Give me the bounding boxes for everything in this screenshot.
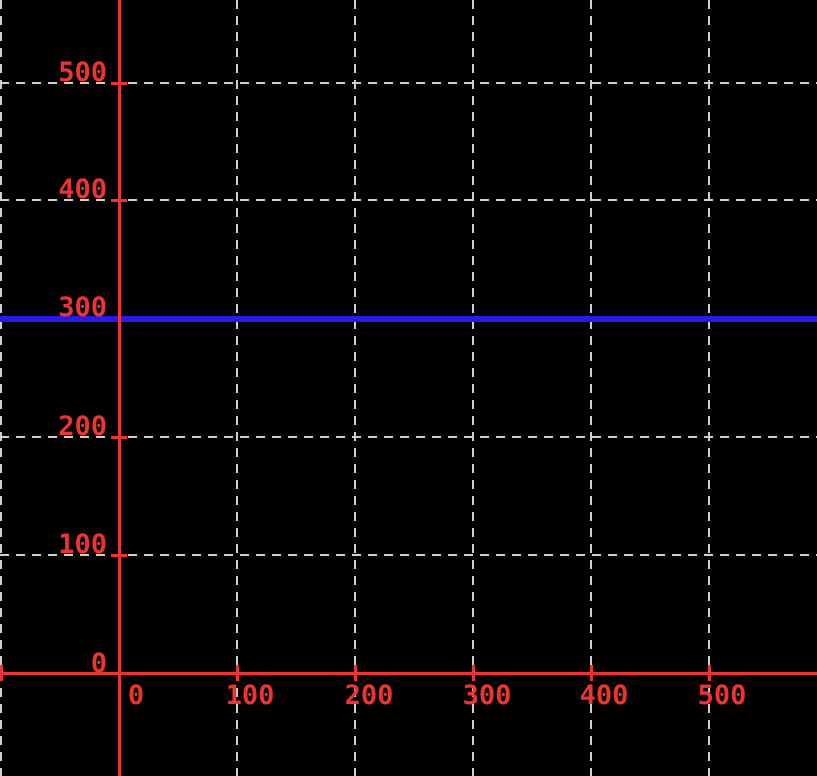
gridline-horizontal-y400 <box>0 199 817 201</box>
gridline-vertical-x100 <box>236 0 238 776</box>
data-line-y300 <box>0 316 817 322</box>
gridline-horizontal-y200 <box>0 436 817 438</box>
gridline-horizontal-y100 <box>0 554 817 556</box>
x-tick-label-500: 500 <box>697 680 747 711</box>
gridline-vertical-x500 <box>708 0 710 776</box>
y-axis-line <box>118 0 121 776</box>
x-tick-label-300: 300 <box>462 680 512 711</box>
y-tick-label-100: 100 <box>58 529 107 560</box>
y-tick-label-400: 400 <box>58 174 107 205</box>
x-tick-label-0: 0 <box>127 680 145 711</box>
y-tick-label-300: 300 <box>58 292 107 323</box>
gridline-vertical-x200 <box>354 0 356 776</box>
gridline-vertical-x-neg100 <box>0 0 2 776</box>
y-tick-label-200: 200 <box>58 411 107 442</box>
x-tick-label-100: 100 <box>225 680 275 711</box>
y-tick-label-0: 0 <box>90 648 107 679</box>
gridline-vertical-x300 <box>472 0 474 776</box>
x-axis-line <box>0 672 817 675</box>
gridline-horizontal-y500 <box>0 82 817 84</box>
x-tick-label-400: 400 <box>579 680 629 711</box>
x-tick-label-200: 200 <box>344 680 394 711</box>
y-tick-label-500: 500 <box>58 57 107 88</box>
gridline-vertical-x400 <box>590 0 592 776</box>
